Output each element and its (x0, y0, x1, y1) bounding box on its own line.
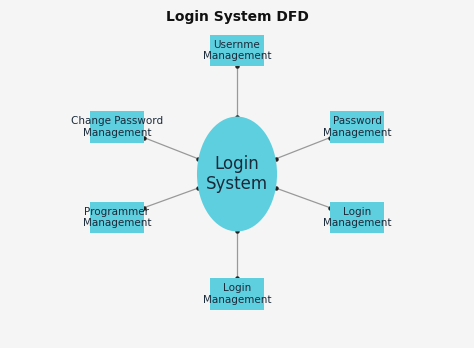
Text: Login
Management: Login Management (323, 207, 392, 228)
Text: Usernme
Management: Usernme Management (203, 40, 271, 61)
FancyBboxPatch shape (210, 278, 264, 310)
Text: Programmer
Management: Programmer Management (82, 207, 151, 228)
Text: Password
Management: Password Management (323, 116, 392, 138)
FancyBboxPatch shape (330, 202, 384, 233)
Text: Login
Management: Login Management (203, 283, 271, 305)
FancyBboxPatch shape (330, 111, 384, 143)
FancyBboxPatch shape (90, 111, 144, 143)
Text: Login
System: Login System (206, 155, 268, 193)
FancyBboxPatch shape (90, 202, 144, 233)
Text: Change Password
Management: Change Password Management (71, 116, 163, 138)
FancyBboxPatch shape (210, 35, 264, 66)
Text: Login System DFD: Login System DFD (165, 10, 309, 24)
Ellipse shape (197, 117, 277, 231)
